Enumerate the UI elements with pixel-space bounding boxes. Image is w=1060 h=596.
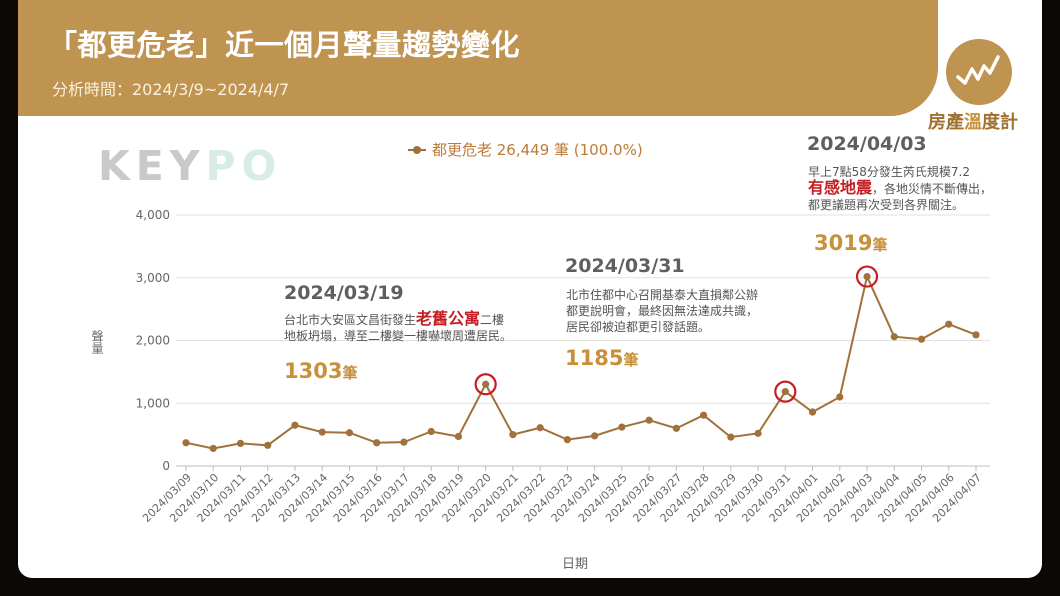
analysis-period: 分析時間：2024/3/9~2024/4/7 xyxy=(52,80,290,99)
data-point xyxy=(318,428,326,436)
highlight-circle xyxy=(474,373,497,396)
data-point xyxy=(291,421,299,429)
data-point xyxy=(182,439,190,447)
data-point xyxy=(917,335,926,343)
chart-legend: 都更危老 26,449 筆 (100.0%) xyxy=(408,139,643,160)
data-point xyxy=(209,444,217,453)
data-point xyxy=(264,441,272,449)
series-line xyxy=(185,273,977,450)
annotation-2-date: 2024/03/31 xyxy=(565,255,685,277)
data-point xyxy=(781,388,789,396)
legend-label: 都更危老 26,449 筆 (100.0%) xyxy=(432,141,643,159)
y-tick-label: 2,000 xyxy=(136,334,170,348)
annotation-1-value: 1303筆 xyxy=(284,359,358,383)
data-point xyxy=(699,411,708,419)
data-point xyxy=(863,272,871,281)
y-tick-label: 4,000 xyxy=(136,208,170,222)
data-point xyxy=(754,429,762,437)
annotation-1-date: 2024/03/19 xyxy=(284,282,404,304)
y-tick-label: 0 xyxy=(162,459,170,473)
data-point xyxy=(563,436,571,444)
keypo-watermark: KEYPO xyxy=(98,142,283,190)
highlight-circle xyxy=(855,265,879,288)
data-point xyxy=(645,416,653,424)
data-point xyxy=(345,429,354,437)
data-point xyxy=(890,333,898,341)
page-title: 「都更危老」近一個月聲量趨勢變化 xyxy=(48,28,521,62)
data-point xyxy=(945,320,953,328)
data-point xyxy=(672,424,680,432)
data-point xyxy=(836,393,844,401)
data-point xyxy=(236,439,245,448)
data-point xyxy=(482,380,490,388)
data-point xyxy=(373,439,381,447)
annotation-1-text: 台北市大安區文昌街發生老舊公寓二樓 地板坍塌，導至二樓變一樓嚇壞周遭居民。 xyxy=(284,309,513,344)
y-tick-label: 3,000 xyxy=(136,271,170,285)
annotation-3-value: 3019筆 xyxy=(814,231,888,255)
annotation-3-date: 2024/04/03 xyxy=(807,133,927,155)
annotation-3-text: 早上7點58分發生芮氏規模7.2 有感地震，各地災情不斷傳出， 都更議題再次受到… xyxy=(808,165,993,212)
data-point xyxy=(972,331,980,339)
annotation-2-value: 1185筆 xyxy=(565,346,639,370)
line-chart: 01,0002,0003,0004,0002024/03/092024/03/1… xyxy=(136,208,990,525)
data-point xyxy=(536,424,544,432)
data-point xyxy=(808,408,817,416)
highlight-circle xyxy=(774,380,797,403)
chart-panel: 「都更危老」近一個月聲量趨勢變化 分析時間：2024/3/9~2024/4/7 … xyxy=(18,0,1042,578)
y-axis-label: 聲量 xyxy=(90,330,104,354)
legend-line-marker-icon xyxy=(408,145,426,155)
data-point xyxy=(727,433,735,441)
data-point xyxy=(427,427,435,436)
header-banner: 「都更危老」近一個月聲量趨勢變化 分析時間：2024/3/9~2024/4/7 xyxy=(18,0,938,116)
y-tick-label: 1,000 xyxy=(136,396,170,410)
data-point xyxy=(618,423,626,431)
data-point xyxy=(400,438,408,446)
zigzag-trend-icon xyxy=(946,39,1012,105)
x-axis-label: 日期 xyxy=(562,557,589,572)
brand-name: 房產溫度計 xyxy=(928,112,1018,133)
data-point xyxy=(509,431,517,439)
annotation-2-text: 北市住都中心召開基泰大直損鄰公辦 都更說明會，最終因無法達成共識， 居民卻被迫都… xyxy=(566,288,759,334)
data-point xyxy=(591,432,599,440)
data-point xyxy=(454,432,463,441)
